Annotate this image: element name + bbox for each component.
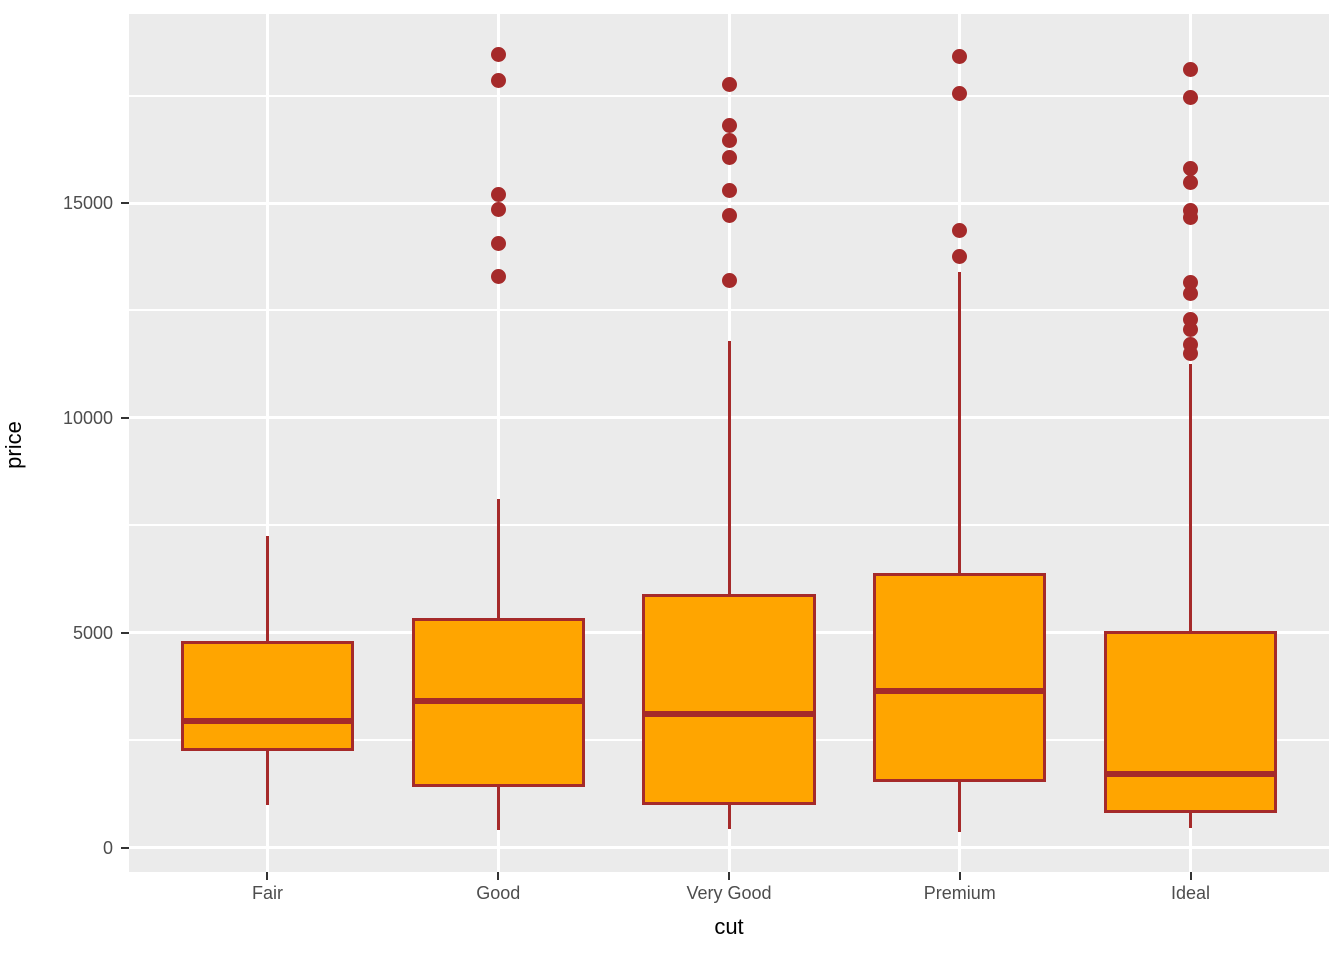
outlier-point — [1183, 175, 1199, 191]
outlier-point — [490, 236, 506, 252]
x-tick-mark — [958, 872, 961, 880]
outlier-point — [721, 133, 737, 149]
upper-whisker — [496, 499, 500, 618]
lower-whisker — [958, 781, 962, 833]
outlier-point — [490, 268, 506, 284]
outlier-point — [490, 201, 506, 217]
major-gridline-x — [496, 14, 500, 872]
outlier-point — [1183, 62, 1199, 78]
median-line — [642, 711, 816, 718]
y-tick-mark — [121, 631, 129, 634]
x-tick-label: Fair — [251, 883, 283, 903]
outlier-point — [721, 272, 737, 288]
outlier-point — [721, 182, 737, 198]
outlier-point — [490, 47, 506, 63]
outlier-point — [721, 118, 737, 134]
outlier-point — [1183, 161, 1199, 177]
outlier-point — [490, 73, 506, 89]
outlier-point — [1183, 90, 1199, 106]
y-tick-label: 10000 — [62, 407, 113, 428]
y-tick-mark — [121, 416, 129, 419]
median-line — [180, 717, 354, 724]
x-tick-mark — [497, 872, 500, 880]
outlier-point — [1183, 285, 1199, 301]
boxplot-box — [1104, 630, 1278, 814]
lower-whisker — [1189, 813, 1193, 829]
x-tick-label: Good — [476, 883, 521, 903]
x-tick-label: Ideal — [1171, 883, 1211, 903]
x-tick-label: Premium — [923, 883, 996, 903]
boxplot-box — [642, 594, 816, 805]
y-tick-mark — [121, 846, 129, 849]
lower-whisker — [265, 750, 269, 805]
outlier-point — [952, 85, 968, 101]
median-line — [411, 698, 585, 705]
outlier-point — [721, 77, 737, 93]
plot-panel — [129, 14, 1329, 872]
boxplot-box — [180, 641, 354, 751]
x-tick-label: Very Good — [686, 883, 772, 903]
lower-whisker — [496, 787, 500, 831]
outlier-point — [952, 249, 968, 265]
outlier-point — [1183, 322, 1199, 338]
upper-whisker — [265, 536, 269, 642]
upper-whisker — [1189, 364, 1193, 631]
upper-whisker — [958, 271, 962, 573]
outlier-point — [1183, 345, 1199, 361]
y-tick-label: 5000 — [72, 622, 113, 643]
upper-whisker — [727, 340, 731, 594]
y-tick-label: 0 — [102, 837, 113, 858]
x-tick-mark — [266, 872, 269, 880]
y-tick-label: 15000 — [62, 193, 113, 214]
x-tick-mark — [728, 872, 730, 880]
outlier-point — [721, 150, 737, 166]
lower-whisker — [727, 804, 731, 830]
major-gridline-x — [265, 14, 269, 872]
x-axis-title: cut — [714, 914, 744, 939]
outlier-point — [721, 208, 737, 224]
outlier-point — [490, 186, 506, 202]
median-line — [1104, 771, 1278, 778]
outlier-point — [1183, 209, 1199, 225]
outlier-point — [952, 223, 968, 239]
boxplot-box — [873, 572, 1047, 782]
x-tick-mark — [1189, 872, 1192, 880]
y-tick-mark — [121, 202, 129, 205]
outlier-point — [952, 49, 968, 65]
median-line — [873, 687, 1047, 694]
